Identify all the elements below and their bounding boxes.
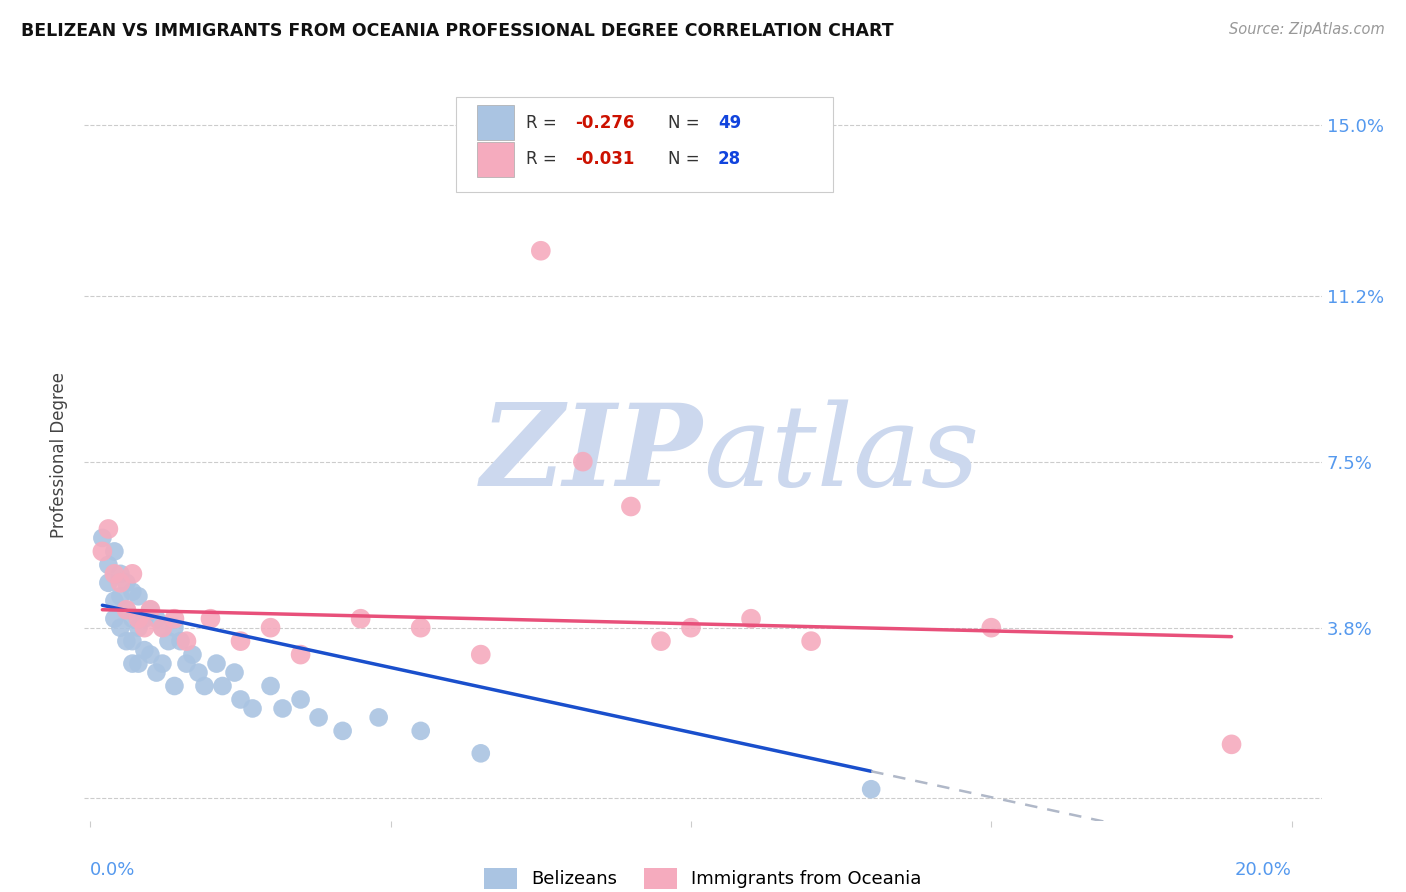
Point bbox=[145, 665, 167, 680]
Point bbox=[110, 589, 132, 603]
Point bbox=[409, 723, 432, 738]
Point bbox=[259, 621, 281, 635]
Point bbox=[127, 589, 149, 603]
Point bbox=[176, 634, 198, 648]
Bar bbox=[477, 105, 513, 140]
Point bbox=[110, 575, 132, 590]
Point bbox=[134, 643, 156, 657]
Text: atlas: atlas bbox=[703, 400, 980, 510]
Point bbox=[121, 612, 143, 626]
Point bbox=[224, 665, 246, 680]
Point bbox=[110, 621, 132, 635]
Point bbox=[103, 612, 125, 626]
Point bbox=[470, 648, 492, 662]
Point bbox=[139, 603, 162, 617]
Point bbox=[290, 648, 312, 662]
Point bbox=[860, 782, 883, 797]
Text: R =: R = bbox=[526, 151, 562, 169]
Point bbox=[193, 679, 215, 693]
Text: 20.0%: 20.0% bbox=[1234, 861, 1292, 879]
Point bbox=[679, 621, 702, 635]
Point bbox=[740, 612, 762, 626]
Point bbox=[259, 679, 281, 693]
Text: BELIZEAN VS IMMIGRANTS FROM OCEANIA PROFESSIONAL DEGREE CORRELATION CHART: BELIZEAN VS IMMIGRANTS FROM OCEANIA PROF… bbox=[21, 22, 894, 40]
Text: -0.276: -0.276 bbox=[575, 114, 636, 132]
Point bbox=[980, 621, 1002, 635]
Point bbox=[176, 657, 198, 671]
Point bbox=[97, 522, 120, 536]
Text: 28: 28 bbox=[718, 151, 741, 169]
Point bbox=[139, 648, 162, 662]
Point bbox=[134, 612, 156, 626]
Text: 0.0%: 0.0% bbox=[90, 861, 136, 879]
Point bbox=[800, 634, 823, 648]
Text: R =: R = bbox=[526, 114, 562, 132]
Point bbox=[145, 612, 167, 626]
Point bbox=[169, 634, 191, 648]
Point bbox=[91, 531, 114, 545]
Text: -0.031: -0.031 bbox=[575, 151, 636, 169]
Point bbox=[409, 621, 432, 635]
Point bbox=[115, 575, 138, 590]
Point bbox=[152, 621, 174, 635]
Text: N =: N = bbox=[668, 151, 706, 169]
Point bbox=[152, 657, 174, 671]
Point bbox=[572, 455, 595, 469]
Point bbox=[530, 244, 553, 258]
Point bbox=[181, 648, 204, 662]
Point bbox=[127, 657, 149, 671]
Text: 49: 49 bbox=[718, 114, 741, 132]
Point bbox=[367, 710, 389, 724]
Point bbox=[121, 634, 143, 648]
Point bbox=[121, 657, 143, 671]
Point bbox=[187, 665, 209, 680]
Point bbox=[205, 657, 228, 671]
Point bbox=[91, 544, 114, 558]
Point bbox=[134, 621, 156, 635]
Bar bbox=[477, 142, 513, 177]
Point bbox=[139, 603, 162, 617]
Text: Source: ZipAtlas.com: Source: ZipAtlas.com bbox=[1229, 22, 1385, 37]
Point bbox=[97, 575, 120, 590]
Point bbox=[271, 701, 294, 715]
Point bbox=[242, 701, 264, 715]
Point bbox=[470, 747, 492, 761]
Point bbox=[115, 603, 138, 617]
Point bbox=[152, 621, 174, 635]
Point bbox=[308, 710, 330, 724]
FancyBboxPatch shape bbox=[456, 96, 832, 192]
Point bbox=[110, 566, 132, 581]
Point bbox=[127, 621, 149, 635]
Y-axis label: Professional Degree: Professional Degree bbox=[51, 372, 69, 538]
Point bbox=[200, 612, 222, 626]
Point bbox=[620, 500, 643, 514]
Point bbox=[332, 723, 354, 738]
Point bbox=[163, 612, 186, 626]
Point bbox=[350, 612, 373, 626]
Point bbox=[103, 593, 125, 607]
Point bbox=[229, 634, 252, 648]
Point bbox=[103, 566, 125, 581]
Text: ZIP: ZIP bbox=[481, 400, 703, 510]
Point bbox=[115, 634, 138, 648]
Point bbox=[290, 692, 312, 706]
Point bbox=[163, 679, 186, 693]
Legend: Belizeans, Immigrants from Oceania: Belizeans, Immigrants from Oceania bbox=[477, 861, 929, 892]
Point bbox=[229, 692, 252, 706]
Point bbox=[115, 603, 138, 617]
Point bbox=[127, 612, 149, 626]
Point bbox=[103, 544, 125, 558]
Point bbox=[211, 679, 233, 693]
Text: N =: N = bbox=[668, 114, 706, 132]
Point bbox=[163, 621, 186, 635]
Point bbox=[157, 634, 180, 648]
Point bbox=[1220, 737, 1243, 751]
Point bbox=[650, 634, 672, 648]
Point bbox=[97, 558, 120, 572]
Point bbox=[121, 584, 143, 599]
Point bbox=[121, 566, 143, 581]
